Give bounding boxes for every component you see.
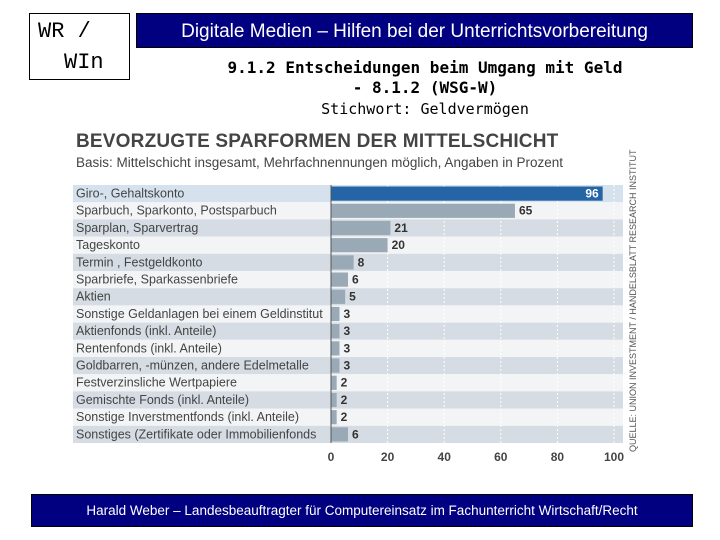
category-label: Rentenfonds (inkl. Anteile): [76, 341, 222, 355]
x-tick-label: 80: [551, 450, 565, 464]
bar: [331, 255, 354, 270]
chart-subtitle: Basis: Mittelschicht insgesamt, Mehrfach…: [76, 155, 564, 170]
row-stripe: [73, 322, 623, 340]
bar: [331, 392, 337, 408]
category-label: Sparbriefe, Sparkassenbriefe: [76, 273, 238, 287]
value-label: 96: [585, 187, 599, 201]
footer-text: Harald Weber – Landesbeauftragter für Co…: [86, 503, 638, 518]
page-title: Digitale Medien – Hilfen bei der Unterri…: [181, 21, 648, 42]
logo-line-2: WIn: [64, 50, 104, 75]
x-tick-label: 0: [328, 450, 335, 464]
category-label: Goldbarren, -münzen, andere Edelmetalle: [76, 359, 309, 373]
category-label: Giro-, Gehaltskonto: [76, 187, 184, 201]
value-label: 3: [343, 324, 350, 338]
row-stripe: [73, 271, 623, 289]
category-label: Aktien: [76, 290, 111, 304]
value-label: 20: [392, 238, 406, 252]
category-label: Aktienfonds (inkl. Anteile): [76, 324, 216, 338]
subtitle-line-2: - 8.1.2 (WSG-W): [352, 78, 498, 97]
subtitle-line-1: 9.1.2 Entscheidungen beim Umgang mit Gel…: [227, 58, 623, 77]
value-label: 2: [341, 376, 348, 390]
value-label: 3: [343, 307, 350, 321]
value-label: 3: [343, 341, 350, 355]
x-tick-label: 100: [604, 450, 624, 464]
bar: [331, 410, 337, 425]
x-tick-label: 60: [494, 450, 508, 464]
category-label: Gemischte Fonds (inkl. Anteile): [76, 393, 249, 407]
subtitle-keyword: Stichwort: Geldvermögen: [321, 100, 529, 118]
bar: [331, 220, 391, 236]
bar: [331, 272, 348, 287]
bar: [331, 203, 515, 218]
category-label: Sparplan, Sparvertrag: [76, 221, 198, 235]
bar: [331, 341, 340, 356]
row-stripe: [73, 425, 623, 443]
header-bar: Digitale Medien – Hilfen bei der Unterri…: [136, 13, 693, 48]
bar: [331, 375, 337, 390]
category-label: Sonstige Geldanlagen bei einem Geldinsti…: [76, 307, 323, 321]
category-label: Sparbuch, Sparkonto, Postsparbuch: [76, 204, 277, 218]
source-note: QUELLE: UNION INVESTMENT / HANDELSBLATT …: [628, 149, 638, 452]
chart: BEVORZUGTE SPARFORMEN DER MITTELSCHICHT …: [68, 122, 650, 468]
bar: [331, 186, 603, 201]
category-label: Termin , Festgeldkonto: [76, 255, 202, 269]
bar: [331, 289, 346, 304]
bar: [331, 324, 340, 339]
x-tick-label: 40: [438, 450, 452, 464]
value-label: 6: [352, 273, 359, 287]
value-label: 21: [394, 221, 408, 235]
value-label: 2: [341, 410, 348, 424]
value-label: 65: [519, 204, 533, 218]
footer-bar: Harald Weber – Landesbeauftragter für Co…: [31, 494, 693, 527]
bar: [331, 306, 340, 322]
category-label: Tageskonto: [76, 238, 140, 252]
value-label: 2: [341, 393, 348, 407]
row-stripe: [73, 374, 623, 392]
value-label: 6: [352, 427, 359, 441]
value-label: 5: [349, 290, 356, 304]
logo: WR / WIn: [29, 13, 130, 80]
x-tick-label: 20: [381, 450, 395, 464]
bar: [331, 238, 388, 253]
row-stripe: [73, 391, 623, 409]
bar: [331, 358, 340, 373]
row-stripe: [73, 339, 623, 357]
row-stripe: [73, 408, 623, 426]
category-label: Festverzinsliche Wertpapiere: [76, 376, 237, 390]
row-stripe: [73, 305, 623, 323]
value-label: 3: [343, 359, 350, 373]
value-label: 8: [358, 255, 365, 269]
category-label: Sonstige Inverstmentfonds (inkl. Anteile…: [76, 410, 299, 424]
chart-plot: Giro-, Gehaltskonto 96 Sparbuch, Sparkonto…: [73, 149, 638, 464]
row-stripe: [73, 357, 623, 375]
bar: [331, 427, 348, 442]
logo-line-1: WR /: [38, 19, 91, 44]
chart-title: BEVORZUGTE SPARFORMEN DER MITTELSCHICHT: [76, 131, 559, 152]
category-label: Sonstiges (Zertifikate oder Immobilienfo…: [76, 427, 316, 441]
row-stripe: [73, 288, 623, 306]
